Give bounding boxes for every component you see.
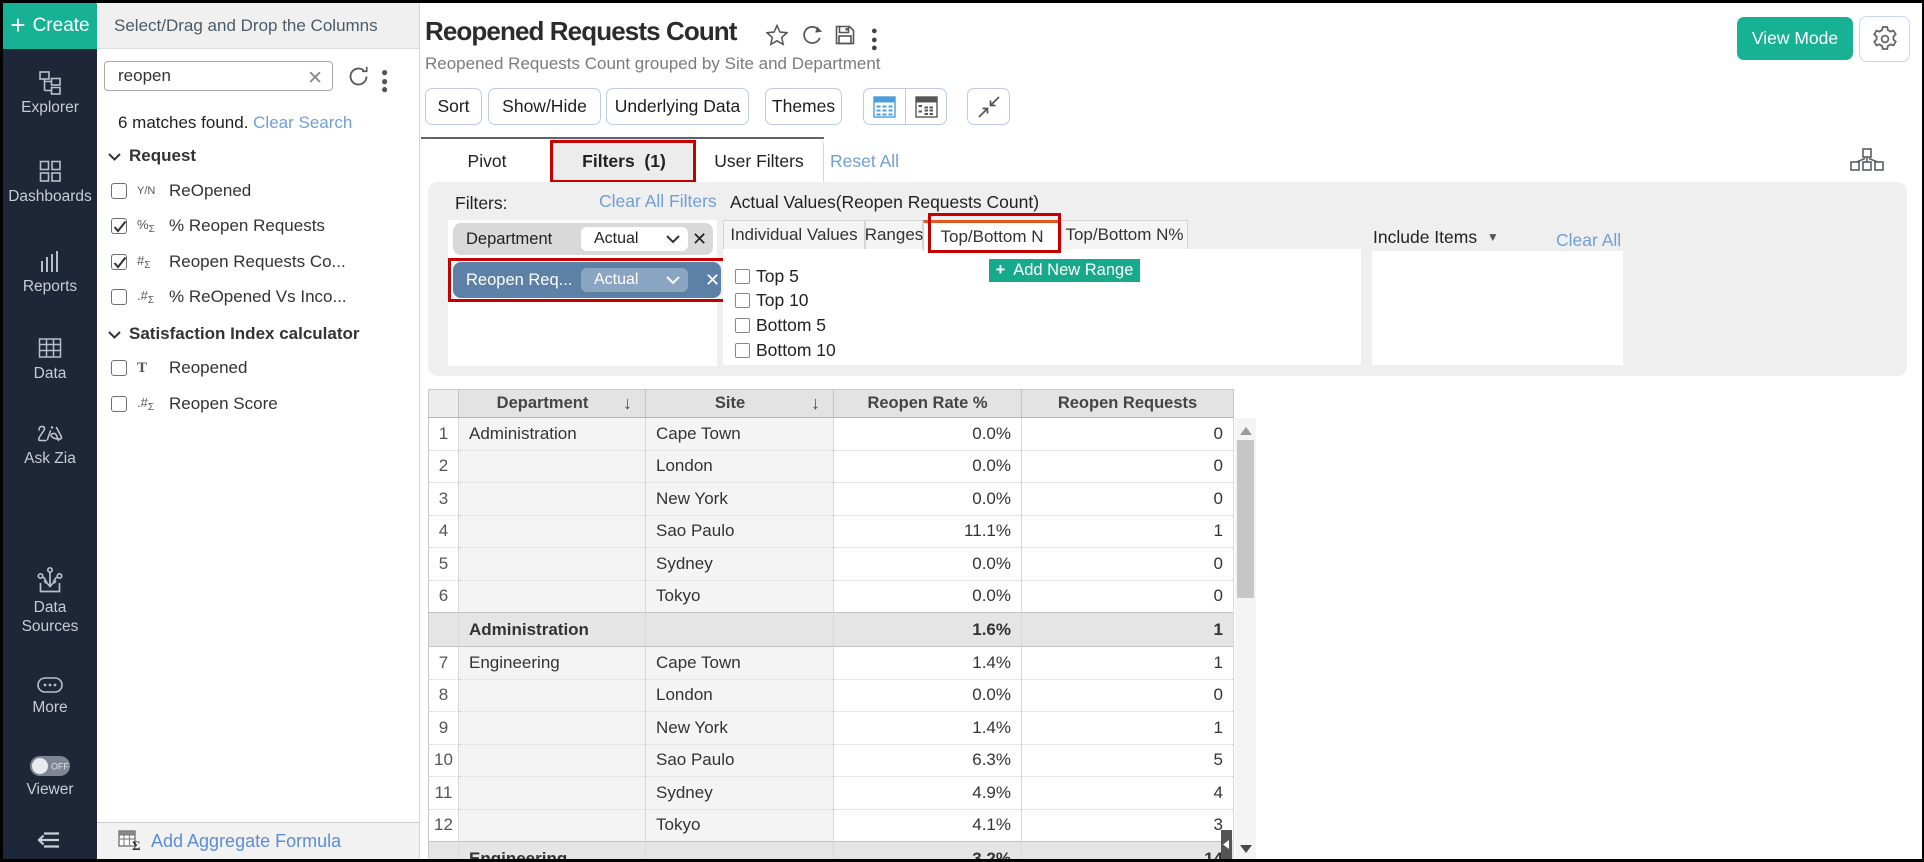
svg-text:Σ: Σ xyxy=(132,838,141,852)
svg-text:OFF: OFF xyxy=(51,762,69,772)
